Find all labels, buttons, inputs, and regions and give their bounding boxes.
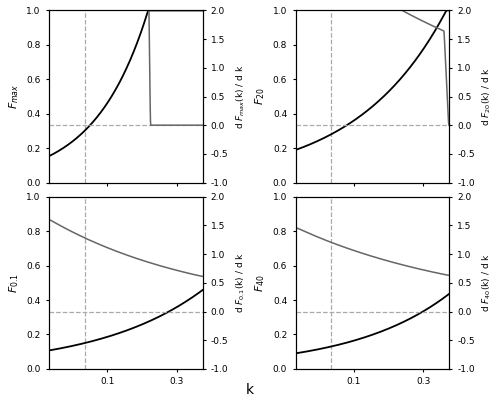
- Y-axis label: d $F_{0.1}$(k) / d k: d $F_{0.1}$(k) / d k: [234, 253, 246, 313]
- Y-axis label: $F_{20}$: $F_{20}$: [254, 88, 268, 105]
- Text: k: k: [246, 383, 254, 397]
- Y-axis label: $F_{40}$: $F_{40}$: [254, 274, 268, 292]
- Y-axis label: $F_{max}$: $F_{max}$: [7, 84, 20, 109]
- Y-axis label: d $F_{20}$(k) / d k: d $F_{20}$(k) / d k: [480, 67, 493, 126]
- Y-axis label: d $F_{max}$(k) / d k: d $F_{max}$(k) / d k: [234, 64, 246, 129]
- Y-axis label: $F_{0.1}$: $F_{0.1}$: [7, 273, 20, 293]
- Y-axis label: d $F_{40}$(k) / d k: d $F_{40}$(k) / d k: [480, 253, 493, 312]
